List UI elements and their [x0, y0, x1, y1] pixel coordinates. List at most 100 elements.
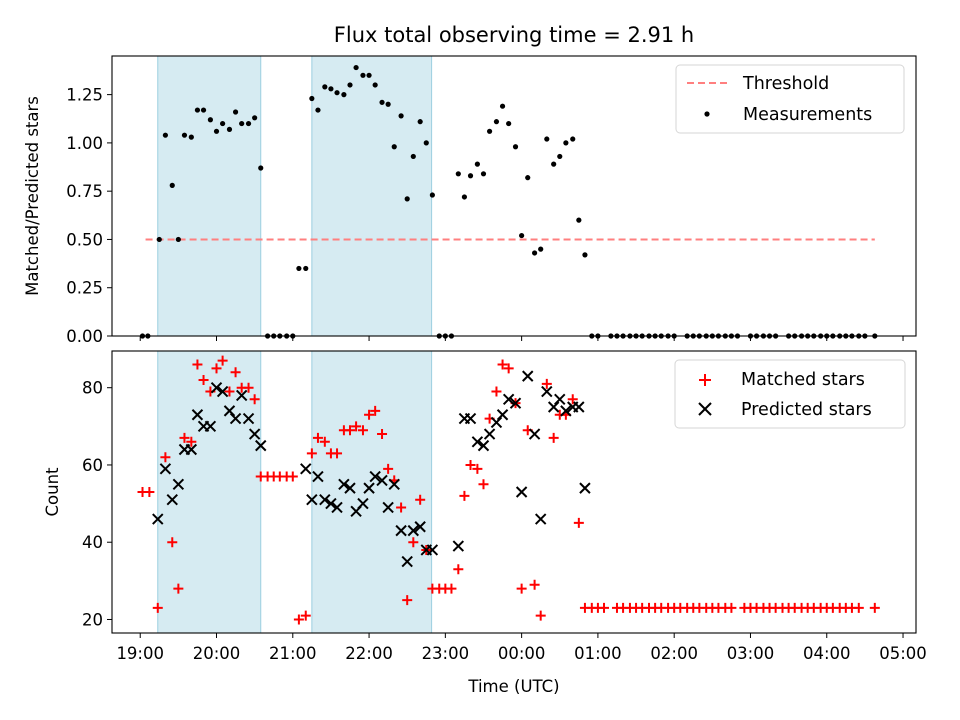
legend-matched-swatch — [699, 374, 711, 386]
legend-predicted-label: Predicted stars — [741, 400, 872, 420]
measurement-point — [391, 144, 397, 150]
shaded-span-1 — [157, 350, 262, 634]
matched-star-point — [192, 359, 203, 370]
measurement-point — [334, 90, 340, 96]
predicted-star-point — [401, 555, 413, 568]
x-tick-label: 22:00 — [345, 644, 393, 663]
measurement-point — [461, 194, 468, 200]
matched-star-point — [383, 463, 394, 474]
predicted-star-point — [382, 501, 394, 514]
matched-star-point — [173, 583, 184, 594]
predicted-star-point — [319, 494, 331, 506]
predicted-star-point — [573, 401, 585, 413]
predicted-star-point — [363, 482, 375, 494]
measurement-point — [372, 82, 378, 88]
measurement-point — [531, 250, 538, 256]
measurement-point — [347, 82, 353, 88]
matched-star-point — [243, 382, 254, 393]
predicted-star-point — [159, 463, 172, 475]
matched-star-point — [144, 487, 155, 497]
measurement-point — [220, 120, 226, 127]
bottom-x-ticks: 19:00 20:00 21:00 22:00 23:00 00:00 01:00 02:00… — [116, 633, 927, 663]
top-shaded-spans — [157, 55, 433, 337]
matched-stars-series — [137, 355, 880, 625]
measurement-point — [455, 171, 461, 177]
measurement-point — [360, 72, 366, 78]
y-tick-label: 0.75 — [66, 182, 103, 201]
legend-matched-label: Matched stars — [741, 370, 865, 390]
matched-star-point — [217, 355, 228, 366]
matched-star-point — [567, 394, 578, 405]
measurement-point — [258, 165, 264, 171]
predicted-star-point — [490, 416, 503, 429]
predicted-star-point — [338, 478, 350, 490]
measurement-point — [213, 128, 220, 134]
predicted-star-point — [152, 513, 164, 525]
x-tick-label: 20:00 — [193, 644, 241, 663]
matched-star-point — [453, 564, 464, 575]
measurement-point — [506, 120, 512, 127]
predicted-star-point — [426, 544, 439, 556]
predicted-stars-series — [152, 370, 591, 568]
matched-star-point — [230, 367, 241, 378]
matched-star-point — [370, 405, 381, 416]
bottom-axes-frame — [111, 350, 917, 634]
predicted-star-point — [509, 397, 522, 409]
predicted-star-point — [300, 463, 312, 475]
measurement-point — [417, 119, 423, 125]
predicted-star-point — [414, 521, 426, 533]
matched-star-point — [478, 479, 489, 490]
predicted-star-point — [216, 385, 229, 398]
measurement-point — [525, 175, 531, 181]
measurement-point — [563, 140, 569, 146]
x-tick-label: 21:00 — [269, 644, 317, 663]
matched-star-point — [198, 374, 209, 385]
predicted-star-point — [477, 439, 490, 452]
bottom-legend-box — [674, 359, 906, 429]
measurement-point — [538, 246, 544, 252]
predicted-star-point — [471, 436, 484, 448]
predicted-star-point — [579, 482, 591, 494]
measurement-point — [480, 171, 487, 177]
bottom-shaded-spans — [157, 350, 433, 634]
measurement-point — [328, 86, 334, 92]
y-tick-label: 0.50 — [66, 230, 103, 249]
measurement-point — [175, 236, 181, 243]
matched-star-point — [472, 463, 483, 474]
measurement-point — [429, 192, 435, 198]
measurement-point — [379, 99, 385, 105]
measurement-point — [296, 265, 302, 272]
predicted-star-point — [248, 428, 261, 440]
matched-star-point — [377, 429, 388, 440]
y-tick-label: 1.00 — [66, 134, 103, 153]
matched-star-point — [491, 386, 502, 397]
measurement-point — [570, 136, 576, 142]
predicted-star-point — [388, 478, 400, 490]
predicted-star-point — [541, 385, 553, 398]
predicted-star-point — [534, 513, 547, 525]
predicted-star-point — [306, 494, 318, 506]
predicted-star-point — [357, 497, 369, 510]
predicted-star-point — [172, 478, 185, 490]
legend-threshold-label: Threshold — [742, 74, 829, 94]
measurement-point — [245, 120, 252, 127]
predicted-star-point — [407, 524, 420, 537]
measurement-point — [576, 217, 582, 223]
measurement-point — [467, 173, 474, 179]
matched-star-point — [224, 386, 235, 397]
measurement-point — [162, 132, 168, 138]
measurement-point — [239, 120, 245, 127]
legend-predicted-swatch — [698, 402, 712, 416]
measurement-point — [519, 232, 525, 239]
matched-star-point — [465, 459, 476, 470]
measurement-point — [200, 107, 207, 113]
predicted-star-point — [210, 381, 223, 394]
predicted-star-point — [376, 474, 388, 487]
matched-star-point — [541, 378, 552, 389]
matched-star-point — [396, 502, 407, 513]
predicted-star-point — [229, 412, 242, 425]
chart-title: Flux total observing time = 2.91 h — [334, 23, 694, 47]
matched-star-point — [211, 363, 222, 374]
matched-star-point — [497, 359, 508, 370]
measurement-point — [366, 72, 372, 78]
